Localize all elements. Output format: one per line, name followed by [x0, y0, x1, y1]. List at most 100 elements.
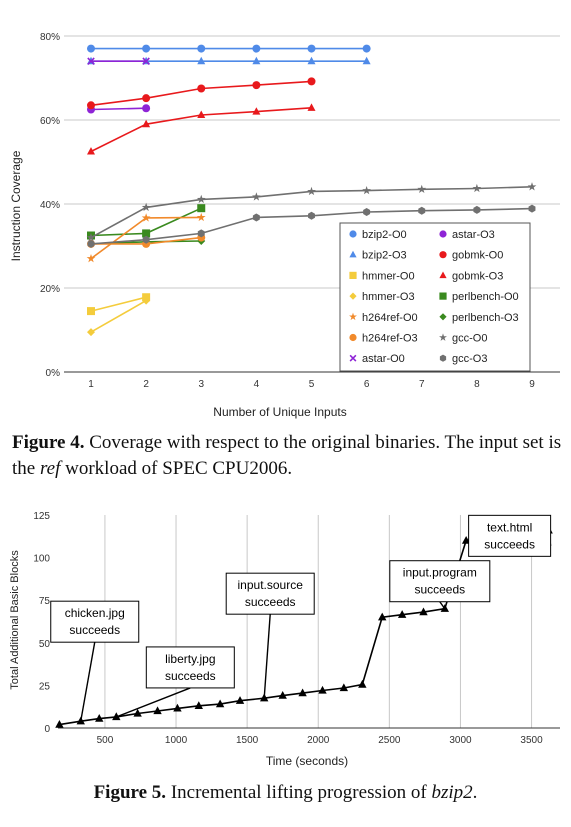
legend-label: h264ref-O3 — [362, 333, 418, 345]
annotation-callout: text.html succeeds — [468, 514, 552, 557]
data-point — [141, 213, 151, 222]
fig5-caption-label: Figure 5. — [93, 782, 167, 803]
chart2-ytick-label: 0 — [44, 724, 50, 735]
annotation-callout: chicken.jpg succeeds — [50, 600, 140, 722]
chart2-xtick-label: 2500 — [378, 735, 401, 746]
series-hmmer-O3 — [87, 296, 151, 337]
data-point — [307, 56, 316, 65]
data-point — [197, 44, 206, 53]
legend-marker — [349, 230, 357, 238]
data-point — [215, 699, 225, 708]
callout-text: input.program — [403, 566, 477, 580]
legend-marker — [439, 230, 447, 238]
legend-label: bzip2-O0 — [362, 229, 407, 241]
data-point — [527, 182, 537, 191]
chart2-xtick-label: 3000 — [449, 735, 472, 746]
data-point — [153, 706, 162, 715]
chart1-xtick-label: 6 — [364, 379, 370, 390]
series-line — [90, 299, 147, 333]
data-point — [142, 296, 151, 305]
legend-label: astar-O0 — [362, 353, 405, 365]
legend-label: bzip2-O3 — [362, 250, 407, 262]
data-point — [307, 44, 316, 53]
callout-box — [389, 560, 491, 603]
data-point — [95, 714, 104, 722]
chart2-xtick-label: 2000 — [307, 735, 330, 746]
data-point — [196, 212, 206, 222]
chart2-xtick-label: 3500 — [520, 735, 543, 746]
data-point — [235, 696, 245, 704]
data-point — [87, 239, 95, 248]
legend-marker — [349, 292, 357, 300]
data-point — [307, 186, 316, 196]
legend-label: astar-O3 — [452, 229, 495, 241]
data-point — [362, 56, 371, 65]
fig4-caption-emphasis: ref — [39, 458, 61, 479]
data-point — [252, 81, 261, 90]
callout-box — [225, 572, 315, 615]
data-point — [528, 204, 536, 213]
data-point — [473, 205, 481, 214]
legend-marker — [349, 250, 357, 258]
legend-label: h264ref-O0 — [362, 312, 418, 324]
data-point — [419, 607, 428, 616]
data-point — [307, 77, 316, 86]
series-gcc-O3 — [87, 204, 536, 248]
legend-marker — [349, 271, 357, 279]
data-point — [142, 57, 150, 65]
data-point — [252, 56, 261, 65]
chart1-xtick-label: 1 — [88, 379, 94, 390]
series-gcc-O0 — [86, 182, 537, 242]
data-point — [252, 107, 261, 115]
data-point — [307, 103, 316, 111]
legend-marker — [349, 312, 357, 321]
callout-text: succeeds — [165, 669, 216, 683]
chart1-xtick-label: 2 — [143, 379, 149, 390]
data-point — [252, 44, 261, 53]
fig4-caption-tail: workload of SPEC CPU2006. — [60, 458, 293, 479]
legend-marker — [349, 354, 357, 362]
data-point — [142, 44, 151, 53]
data-point — [339, 683, 349, 692]
data-point — [252, 213, 260, 222]
chart2-ytick-label: 25 — [39, 681, 51, 692]
series-h264ref-O0 — [86, 212, 206, 263]
series-bzip2-O0 — [87, 44, 371, 53]
data-point — [142, 229, 151, 238]
chart1-legend: bzip2-O0 astar-O3 bzip2-O3 gobmk-O0 hmmer-O0… — [339, 222, 531, 372]
data-point — [194, 701, 203, 709]
callout-text: succeeds — [484, 537, 535, 551]
callout-box — [468, 514, 552, 557]
callout-text: succeeds — [414, 583, 465, 597]
data-point — [196, 194, 206, 204]
legend-label: hmmer-O3 — [362, 291, 415, 303]
fig5-caption-emphasis: bzip2 — [431, 782, 473, 803]
data-point — [142, 119, 151, 128]
series-gobmk-O3 — [87, 103, 316, 155]
callout-pointer — [263, 614, 271, 699]
figure-4-chart: 0% 20% 40% 60% 80% 1 2 3 4 5 6 7 8 9 Instruction Cov… — [9, 32, 560, 419]
chart2-ytick-label: 75 — [39, 596, 51, 607]
chart1-xtick-label: 4 — [254, 379, 260, 390]
data-point — [87, 307, 95, 316]
chart2-ylabel: Total Additional Basic Blocks — [9, 550, 21, 690]
callout-text: succeeds — [69, 623, 120, 637]
figure-5-chart: 0 25 50 75 100 125 500 1000 1500 2000 2500 3000 350… — [9, 511, 560, 768]
series-astar-O3 — [87, 104, 151, 114]
data-point — [197, 229, 205, 238]
data-point — [87, 44, 95, 53]
legend-label: gobmk-O3 — [452, 270, 503, 282]
legend-marker — [439, 354, 447, 362]
annotation-callout: liberty.jpg succeeds — [116, 646, 235, 718]
data-point — [197, 110, 206, 118]
chart1-ytick-label: 60% — [40, 116, 60, 127]
figure-4-caption: Figure 4. Coverage with respect to the o… — [12, 430, 564, 482]
data-point — [362, 44, 371, 53]
data-point — [252, 192, 261, 201]
chart1-ytick-label: 20% — [40, 284, 60, 295]
data-point — [363, 207, 371, 216]
callout-text: chicken.jpg — [65, 606, 125, 620]
legend-label: gcc-O3 — [452, 353, 487, 365]
data-point — [142, 104, 151, 113]
data-point — [378, 612, 387, 621]
